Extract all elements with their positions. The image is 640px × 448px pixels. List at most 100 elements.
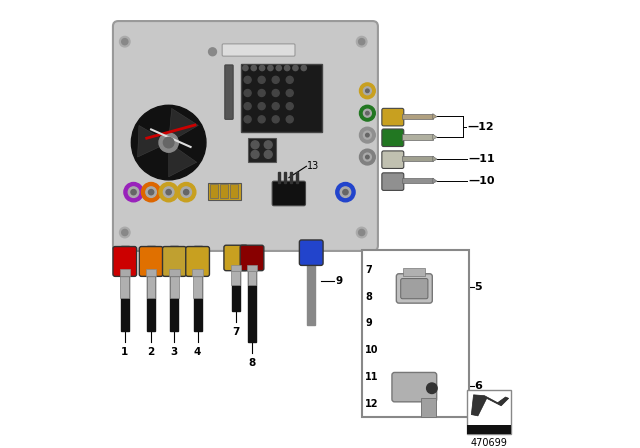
Circle shape [272,116,279,123]
FancyBboxPatch shape [240,245,264,271]
Bar [147,246,155,331]
Circle shape [264,141,272,149]
Circle shape [120,227,130,238]
FancyBboxPatch shape [382,173,404,190]
FancyBboxPatch shape [163,246,186,276]
Text: —10: —10 [468,176,495,186]
Text: 13: 13 [307,161,319,171]
Circle shape [131,190,136,195]
Circle shape [356,36,367,47]
FancyBboxPatch shape [224,245,248,271]
Circle shape [358,39,365,45]
FancyBboxPatch shape [300,240,323,265]
Text: 7: 7 [365,265,372,275]
Bar [402,178,433,183]
Circle shape [243,65,248,71]
Text: 3: 3 [171,348,178,358]
Circle shape [163,137,174,148]
Circle shape [141,182,161,202]
Circle shape [286,76,293,83]
Text: 4: 4 [194,348,202,358]
Circle shape [364,87,371,95]
Text: 7: 7 [232,327,239,337]
Text: —11: —11 [468,154,495,164]
Bar [230,184,237,198]
Bar [170,246,179,331]
Circle shape [184,190,189,195]
Bar [284,172,286,183]
Polygon shape [433,114,437,119]
Text: 6: 6 [474,381,483,391]
Circle shape [365,112,369,115]
Text: 2: 2 [147,348,155,358]
Circle shape [159,182,179,202]
Bar [220,184,228,198]
FancyBboxPatch shape [272,181,305,206]
Bar [278,172,280,183]
Circle shape [272,103,279,110]
Bar [241,64,322,132]
Circle shape [181,187,191,198]
Circle shape [360,83,375,99]
Circle shape [122,39,128,45]
Circle shape [244,76,251,83]
Circle shape [276,65,282,71]
Text: 9: 9 [335,276,342,286]
Circle shape [258,90,265,96]
Text: 8: 8 [365,292,372,302]
FancyBboxPatch shape [401,279,428,299]
Circle shape [177,182,196,202]
FancyBboxPatch shape [225,65,233,119]
Bar [247,264,257,271]
Text: 1: 1 [121,348,129,358]
Bar [208,183,241,200]
Circle shape [258,76,265,83]
Circle shape [364,131,371,139]
Circle shape [251,65,257,71]
Circle shape [286,116,293,123]
Bar [290,172,292,183]
Text: 470699: 470699 [470,438,508,448]
Text: —12: —12 [467,121,493,132]
Bar [402,134,433,139]
Bar [403,268,426,276]
Bar [232,246,240,311]
Bar [421,398,436,417]
Circle shape [166,190,172,195]
Bar [248,138,276,162]
Bar [121,246,129,331]
FancyBboxPatch shape [392,372,436,402]
Circle shape [258,103,265,110]
Bar [146,269,156,276]
Circle shape [146,187,156,198]
Circle shape [286,90,293,96]
Circle shape [364,109,371,117]
FancyBboxPatch shape [382,129,404,146]
Circle shape [159,133,179,152]
Circle shape [356,227,367,238]
Bar [307,259,315,325]
FancyBboxPatch shape [382,151,404,168]
Bar [193,269,203,276]
FancyBboxPatch shape [382,108,404,126]
Bar [248,265,257,285]
FancyBboxPatch shape [186,246,209,276]
Circle shape [360,149,375,165]
Bar [169,269,180,276]
Text: 9: 9 [365,319,372,328]
Polygon shape [169,108,198,142]
Bar [211,184,218,198]
Bar [120,272,129,298]
Bar [115,255,117,263]
Circle shape [340,187,351,198]
Bar [402,156,433,161]
Circle shape [364,153,371,161]
Circle shape [131,105,206,180]
Bar [402,114,433,119]
Circle shape [272,90,279,96]
Bar [296,172,298,183]
Text: 8: 8 [248,358,255,368]
Circle shape [244,103,251,110]
Bar [120,269,130,276]
Circle shape [360,105,375,121]
